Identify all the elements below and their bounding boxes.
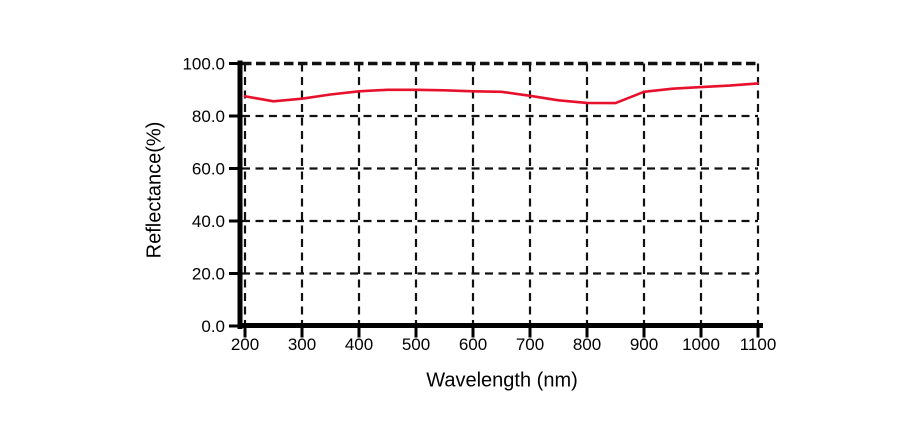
x-tick-label: 800 bbox=[573, 335, 601, 354]
x-tick-label: 500 bbox=[402, 335, 430, 354]
x-tick-label: 1000 bbox=[682, 335, 720, 354]
x-tick-label: 200 bbox=[231, 335, 259, 354]
y-tick-label: 20.0 bbox=[192, 265, 225, 284]
x-tick-label: 400 bbox=[345, 335, 373, 354]
x-tick-label: 1100 bbox=[740, 335, 777, 354]
y-tick-label: 0.0 bbox=[201, 317, 225, 336]
y-tick-label: 80.0 bbox=[192, 107, 225, 126]
y-tick-label: 40.0 bbox=[192, 212, 225, 231]
x-tick-label: 300 bbox=[288, 335, 316, 354]
x-tick-label: 900 bbox=[630, 335, 658, 354]
y-tick-label: 100.0 bbox=[182, 55, 225, 74]
x-tick-label: 600 bbox=[459, 335, 487, 354]
x-axis-title: Wavelength (nm) bbox=[426, 369, 578, 392]
y-tick-label: 60.0 bbox=[192, 160, 225, 179]
series-line-reflectance bbox=[243, 82, 760, 105]
x-tick-label: 700 bbox=[516, 335, 544, 354]
